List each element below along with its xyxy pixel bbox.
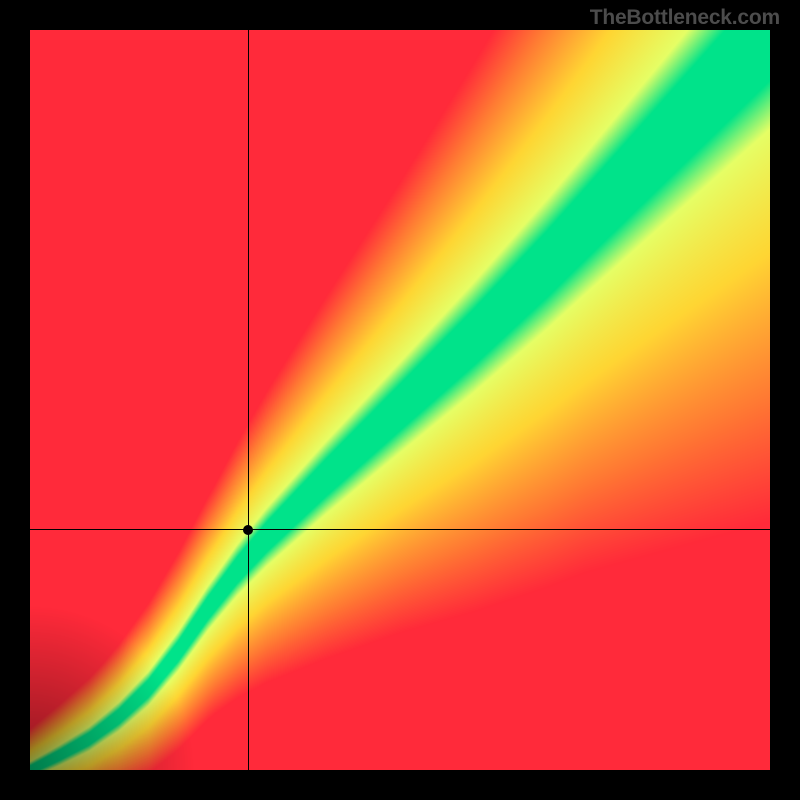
crosshair-vertical	[248, 30, 249, 770]
chart-container: TheBottleneck.com	[0, 0, 800, 800]
heatmap-canvas	[30, 30, 770, 770]
heatmap-plot-area	[30, 30, 770, 770]
marker-dot	[243, 525, 253, 535]
crosshair-horizontal	[30, 529, 770, 530]
watermark-text: TheBottleneck.com	[590, 6, 780, 30]
